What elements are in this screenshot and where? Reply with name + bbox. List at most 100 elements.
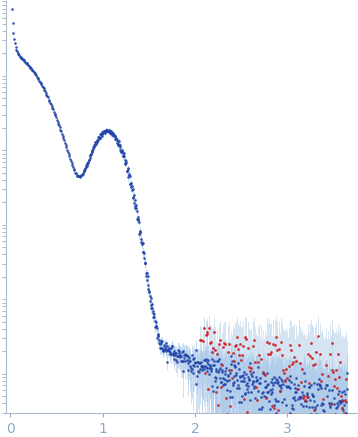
Point bbox=[281, 396, 287, 403]
Point bbox=[277, 387, 283, 394]
Point bbox=[337, 374, 342, 381]
Point bbox=[35, 76, 41, 83]
Point bbox=[318, 382, 323, 389]
Point bbox=[296, 342, 302, 349]
Point bbox=[304, 392, 310, 399]
Point bbox=[260, 421, 265, 428]
Point bbox=[297, 393, 303, 400]
Point bbox=[97, 131, 103, 138]
Point bbox=[255, 388, 260, 395]
Point bbox=[95, 136, 101, 143]
Point bbox=[227, 340, 232, 347]
Point bbox=[268, 376, 274, 383]
Point bbox=[208, 368, 213, 375]
Point bbox=[111, 131, 117, 138]
Point bbox=[297, 395, 303, 402]
Point bbox=[178, 358, 184, 365]
Point bbox=[268, 349, 274, 356]
Point bbox=[254, 396, 260, 403]
Point bbox=[53, 114, 59, 121]
Point bbox=[325, 427, 331, 434]
Point bbox=[55, 118, 61, 125]
Point bbox=[266, 388, 271, 395]
Point bbox=[106, 128, 111, 135]
Point bbox=[281, 369, 287, 376]
Point bbox=[268, 390, 274, 397]
Point bbox=[144, 276, 150, 283]
Point bbox=[213, 346, 218, 353]
Point bbox=[250, 343, 256, 350]
Point bbox=[273, 333, 279, 340]
Point bbox=[140, 239, 145, 246]
Point bbox=[208, 365, 214, 372]
Point bbox=[248, 370, 253, 377]
Point bbox=[114, 137, 120, 144]
Point bbox=[101, 129, 106, 136]
Point bbox=[309, 403, 315, 410]
Point bbox=[310, 392, 315, 399]
Point bbox=[249, 373, 255, 380]
Point bbox=[237, 385, 242, 392]
Point bbox=[216, 356, 222, 363]
Point bbox=[188, 364, 194, 371]
Point bbox=[308, 381, 314, 388]
Point bbox=[287, 341, 293, 348]
Point bbox=[316, 386, 321, 393]
Point bbox=[300, 403, 305, 410]
Point bbox=[39, 82, 45, 89]
Point bbox=[243, 382, 249, 389]
Point bbox=[290, 406, 296, 413]
Point bbox=[174, 353, 180, 360]
Point bbox=[107, 129, 113, 136]
Point bbox=[208, 340, 213, 347]
Point bbox=[236, 399, 241, 406]
Point bbox=[324, 382, 329, 389]
Point bbox=[184, 357, 189, 364]
Point bbox=[286, 376, 291, 383]
Point bbox=[263, 384, 268, 391]
Point bbox=[223, 395, 229, 402]
Point bbox=[97, 135, 102, 142]
Point bbox=[269, 385, 275, 392]
Point bbox=[287, 372, 293, 379]
Point bbox=[261, 388, 266, 395]
Point bbox=[139, 238, 144, 245]
Point bbox=[111, 131, 116, 138]
Point bbox=[36, 77, 42, 84]
Point bbox=[64, 146, 70, 153]
Point bbox=[189, 352, 195, 359]
Point bbox=[73, 170, 79, 177]
Point bbox=[275, 377, 280, 384]
Point bbox=[228, 387, 233, 394]
Point bbox=[234, 385, 240, 392]
Point bbox=[52, 110, 57, 117]
Point bbox=[223, 364, 229, 371]
Point bbox=[43, 89, 49, 96]
Point bbox=[202, 369, 207, 376]
Point bbox=[200, 364, 206, 371]
Point bbox=[96, 134, 102, 141]
Point bbox=[116, 142, 122, 149]
Point bbox=[124, 167, 130, 174]
Point bbox=[143, 269, 149, 276]
Point bbox=[124, 167, 130, 174]
Point bbox=[144, 273, 149, 280]
Point bbox=[118, 149, 124, 156]
Point bbox=[192, 358, 198, 365]
Point bbox=[114, 139, 120, 146]
Point bbox=[242, 333, 248, 340]
Point bbox=[110, 130, 115, 137]
Point bbox=[246, 363, 252, 370]
Point bbox=[169, 342, 175, 349]
Point bbox=[260, 369, 266, 376]
Point bbox=[68, 157, 74, 164]
Point bbox=[202, 362, 208, 369]
Point bbox=[259, 404, 265, 411]
Point bbox=[125, 164, 131, 171]
Point bbox=[218, 378, 224, 385]
Point bbox=[148, 304, 154, 311]
Point bbox=[135, 213, 140, 220]
Point bbox=[90, 146, 96, 153]
Point bbox=[266, 339, 272, 346]
Point bbox=[259, 390, 265, 397]
